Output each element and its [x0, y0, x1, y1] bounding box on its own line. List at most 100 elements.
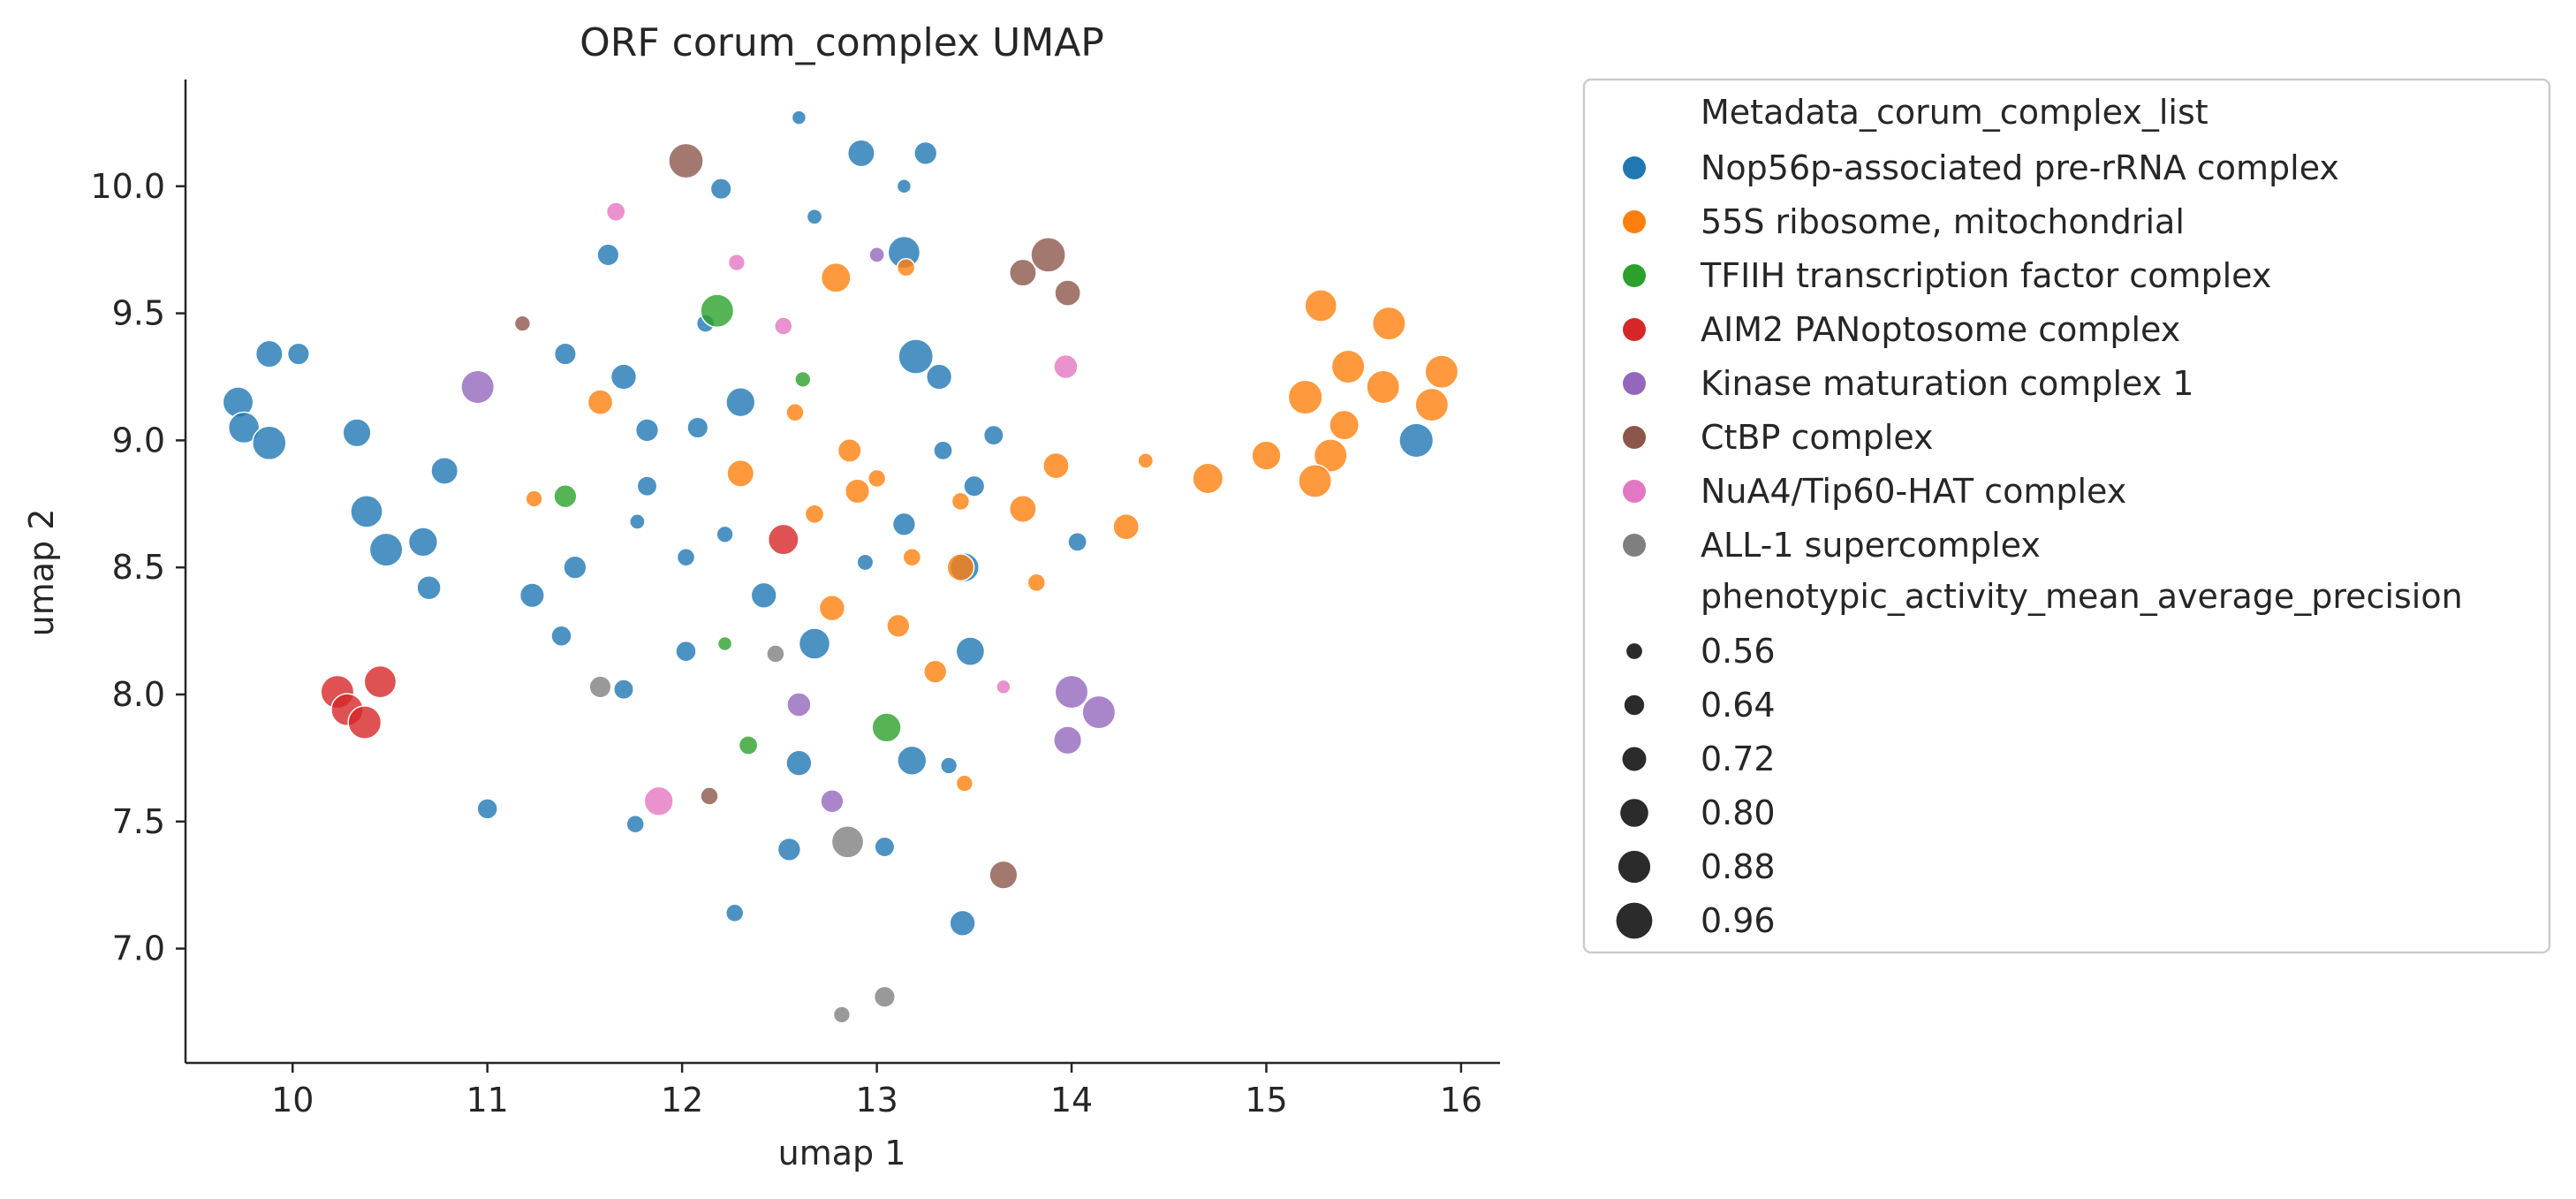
- point-0-27: [350, 495, 383, 528]
- point-0-46: [785, 749, 813, 777]
- point-7-1: [766, 644, 785, 664]
- legend-swatch-3: [1623, 318, 1646, 341]
- point-0-38: [416, 574, 442, 601]
- point-3-4: [363, 664, 398, 699]
- legend-swatch-1: [1623, 210, 1646, 233]
- point-0-29: [891, 512, 917, 536]
- legend-size-label-2: 0.72: [1701, 740, 1776, 778]
- point-0-1: [846, 139, 875, 168]
- point-1-27: [1287, 379, 1323, 415]
- legend-size-marker-0: [1626, 643, 1642, 659]
- point-1-25: [1371, 306, 1406, 341]
- point-0-14: [610, 363, 638, 391]
- point-0-9: [254, 339, 284, 368]
- legend-size-label-3: 0.80: [1701, 793, 1776, 832]
- point-0-17: [227, 411, 261, 444]
- legend-label-3: AIM2 PANoptosome complex: [1701, 310, 2180, 349]
- legend-swatch-7: [1623, 534, 1646, 557]
- point-7-4: [832, 1005, 852, 1024]
- point-1-29: [1424, 354, 1459, 390]
- legend-label-2: TFIIH transcription factor complex: [1700, 256, 2271, 295]
- point-6-3: [1053, 353, 1079, 380]
- point-0-43: [955, 636, 986, 666]
- point-0-44: [675, 640, 697, 663]
- point-1-18: [886, 613, 911, 638]
- point-1-8: [951, 491, 971, 512]
- point-1-3: [785, 403, 805, 422]
- point-0-3: [709, 178, 732, 201]
- legend-swatch-6: [1623, 480, 1646, 503]
- point-1-2: [587, 389, 614, 416]
- x-ticks: 10 11 12 13 14 15 16: [271, 1063, 1482, 1119]
- point-0-25: [636, 475, 658, 497]
- point-1-13: [804, 504, 825, 525]
- point-7-3: [873, 985, 896, 1008]
- legend-size-label-0: 0.56: [1701, 632, 1776, 671]
- point-6-5: [643, 785, 674, 816]
- point-4-0: [868, 247, 885, 263]
- point-0-53: [724, 903, 745, 923]
- legend-label-7: ALL-1 supercomplex: [1701, 526, 2041, 565]
- point-0-48: [939, 756, 958, 775]
- point-0-28: [629, 513, 646, 530]
- legend-frame: [1582, 78, 2551, 954]
- point-0-34: [676, 547, 696, 567]
- point-0-19: [342, 418, 372, 448]
- point-0-35: [856, 553, 875, 572]
- point-5-0: [668, 142, 704, 179]
- point-5-1: [1030, 237, 1066, 273]
- point-1-10: [1042, 452, 1070, 480]
- legend-swatch-2: [1623, 264, 1646, 287]
- point-0-10: [286, 342, 310, 366]
- point-0-54: [949, 909, 976, 937]
- legend-label-5: CtBP complex: [1701, 418, 1934, 457]
- point-1-1: [896, 258, 916, 277]
- legend-size-marker-3: [1620, 799, 1648, 827]
- point-1-21: [1112, 512, 1140, 541]
- legend-size-title: phenotypic_activity_mean_average_precisi…: [1701, 577, 2463, 616]
- y-tick-label-2: 8.0: [112, 675, 165, 714]
- point-1-32: [1313, 438, 1348, 474]
- point-0-45: [613, 679, 634, 701]
- y-tick-label-3: 8.5: [112, 548, 165, 587]
- x-axis-label: umap 1: [778, 1134, 906, 1172]
- point-1-19: [923, 659, 948, 684]
- x-tick-label-3: 13: [855, 1081, 898, 1119]
- y-tick-label-1: 7.5: [112, 802, 165, 841]
- point-0-0: [791, 110, 807, 125]
- point-7-0: [588, 675, 612, 699]
- point-1-5: [867, 468, 887, 489]
- legend-label-1: 55S ribosome, mitochondrial: [1701, 202, 2185, 241]
- point-6-4: [996, 679, 1011, 695]
- point-2-0: [700, 293, 735, 329]
- y-tick-label-4: 9.0: [112, 421, 165, 459]
- point-0-26: [963, 474, 986, 497]
- legend-label-0: Nop56p-associated pre-rRNA complex: [1701, 148, 2339, 187]
- point-0-15: [725, 387, 756, 418]
- point-0-24: [430, 456, 459, 485]
- point-0-4: [896, 178, 913, 194]
- y-axis-label: umap 2: [22, 509, 61, 637]
- point-0-6: [596, 243, 620, 267]
- x-tick-label-5: 15: [1245, 1081, 1287, 1119]
- point-1-0: [820, 262, 852, 293]
- point-0-39: [519, 582, 545, 609]
- legend-size-marker-2: [1622, 747, 1647, 771]
- point-1-26: [1330, 349, 1366, 384]
- point-1-6: [726, 459, 755, 488]
- point-3-0: [767, 523, 799, 556]
- point-1-9: [1008, 495, 1037, 523]
- legend-size-marker-5: [1616, 902, 1653, 939]
- point-4-4: [1054, 674, 1089, 710]
- x-tick-label-4: 14: [1050, 1081, 1093, 1119]
- point-1-16: [1027, 573, 1047, 593]
- point-0-33: [1067, 532, 1087, 552]
- point-0-49: [476, 798, 498, 820]
- point-0-50: [625, 814, 645, 834]
- point-5-2: [1008, 258, 1037, 287]
- point-3-3: [347, 705, 383, 740]
- point-4-2: [786, 692, 812, 717]
- point-1-24: [1304, 289, 1338, 323]
- point-0-37: [563, 555, 587, 580]
